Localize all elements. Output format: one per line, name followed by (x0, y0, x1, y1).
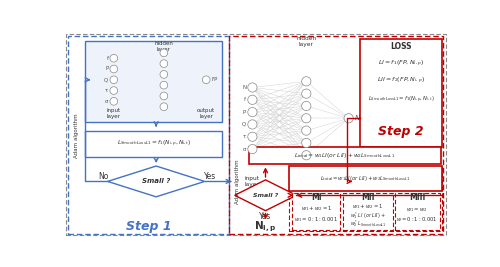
Text: output
layer: output layer (197, 108, 216, 119)
Text: Adam algorithm: Adam algorithm (234, 159, 240, 204)
Circle shape (248, 120, 257, 129)
Text: P: P (243, 110, 246, 115)
Circle shape (160, 49, 168, 57)
Circle shape (302, 126, 311, 135)
Bar (248, 147, 441, 164)
Text: P: P (105, 66, 108, 72)
Text: $w_1 = 0:1:0.001$: $w_1 = 0:1:0.001$ (294, 215, 339, 223)
Text: FP: FP (212, 77, 218, 82)
Text: τ: τ (105, 88, 108, 93)
Circle shape (110, 65, 118, 73)
Bar (292, 193, 340, 230)
Circle shape (248, 144, 257, 154)
Circle shape (248, 108, 257, 117)
Circle shape (160, 60, 168, 68)
Circle shape (302, 138, 311, 148)
Text: τ: τ (243, 134, 246, 139)
Circle shape (160, 81, 168, 89)
Circle shape (248, 132, 257, 142)
Text: $w_1 + w_2 = 1$: $w_1 + w_2 = 1$ (352, 202, 384, 211)
Circle shape (248, 83, 257, 92)
Circle shape (302, 114, 311, 123)
Text: Adam algorithm: Adam algorithm (74, 113, 80, 158)
Text: $w = 0:1:0.001$: $w = 0:1:0.001$ (396, 215, 438, 223)
Circle shape (110, 76, 118, 84)
Text: N: N (242, 85, 246, 90)
Text: Small ?: Small ? (142, 178, 171, 184)
Text: MI: MI (311, 193, 322, 202)
Circle shape (302, 151, 311, 160)
Text: MII: MII (361, 193, 374, 202)
Bar (360, 39, 442, 147)
Bar (68, 36, 230, 234)
Bar (290, 166, 442, 191)
Text: output
layer: output layer (339, 176, 358, 187)
Polygon shape (108, 166, 204, 197)
Circle shape (344, 114, 354, 123)
Text: input
layer: input layer (106, 108, 121, 119)
Text: f: f (106, 56, 108, 61)
Circle shape (160, 103, 168, 111)
Bar (395, 193, 440, 230)
Polygon shape (234, 180, 296, 211)
Text: σ: σ (105, 99, 108, 104)
Text: $\mathbf{N_{i,p}}$: $\mathbf{N_{i,p}}$ (254, 220, 276, 234)
Text: $w_1 = w_2$: $w_1 = w_2$ (406, 206, 428, 214)
Text: $w_1^* LI\ (or\ LII)+$: $w_1^* LI\ (or\ LII)+$ (350, 211, 386, 221)
Text: $LII = f_2(FP, N_{i,p})$: $LII = f_2(FP, N_{i,p})$ (377, 76, 425, 86)
Circle shape (302, 89, 311, 98)
Text: MIII: MIII (409, 193, 426, 202)
Circle shape (302, 77, 311, 86)
Circle shape (248, 95, 257, 104)
Text: Step 1: Step 1 (126, 219, 172, 233)
Text: $L_{SmoothLossL1} = f_1(N_{i,p}, N_{i,t})$: $L_{SmoothLossL1} = f_1(N_{i,p}, N_{i,t}… (116, 139, 191, 149)
Circle shape (160, 92, 168, 100)
Text: LOSS: LOSS (390, 42, 412, 51)
Text: $L_{SmoothLossL1} = f_1(N_{i,p}, N_{i,t})$: $L_{SmoothLossL1} = f_1(N_{i,p}, N_{i,t}… (368, 95, 434, 105)
Text: $w_1 + w_2 = 1$: $w_1 + w_2 = 1$ (300, 204, 332, 213)
Circle shape (160, 70, 168, 78)
Text: Yes: Yes (204, 171, 216, 180)
Text: $LI = f_1(FP, N_{i,p})$: $LI = f_1(FP, N_{i,p})$ (378, 59, 424, 69)
Text: Q: Q (242, 122, 246, 127)
Text: hidden
layer: hidden layer (154, 41, 174, 52)
Text: Q: Q (104, 77, 108, 82)
Circle shape (110, 54, 118, 62)
Text: input
layer: input layer (245, 176, 260, 187)
Circle shape (110, 87, 118, 95)
Text: $L_{total} = w_1LI(or\ LII) + w_2L_{SmoothLossL1}$: $L_{total} = w_1LI(or\ LII) + w_2L_{Smoo… (294, 151, 396, 160)
Text: Small ?: Small ? (253, 193, 278, 198)
Text: hidden
layer: hidden layer (296, 36, 316, 47)
Text: σ: σ (242, 147, 246, 152)
Text: $L_{total} = w_1LI(or\ LII) + w_2L_{SmoothLossL1}$: $L_{total} = w_1LI(or\ LII) + w_2L_{Smoo… (320, 174, 411, 183)
Circle shape (302, 101, 311, 111)
Circle shape (110, 97, 118, 105)
Bar (86, 131, 222, 157)
Bar (230, 36, 444, 234)
Bar (86, 41, 222, 122)
Text: Yes: Yes (260, 212, 272, 221)
Text: N: N (355, 115, 360, 121)
Text: f: f (244, 97, 246, 102)
Text: $w_2^* L_{SmoothLossL1}$: $w_2^* L_{SmoothLossL1}$ (350, 218, 386, 229)
Text: Step 2: Step 2 (378, 125, 424, 138)
Bar (344, 193, 392, 230)
Text: No: No (98, 171, 109, 180)
Bar (290, 166, 442, 231)
Circle shape (202, 76, 210, 84)
